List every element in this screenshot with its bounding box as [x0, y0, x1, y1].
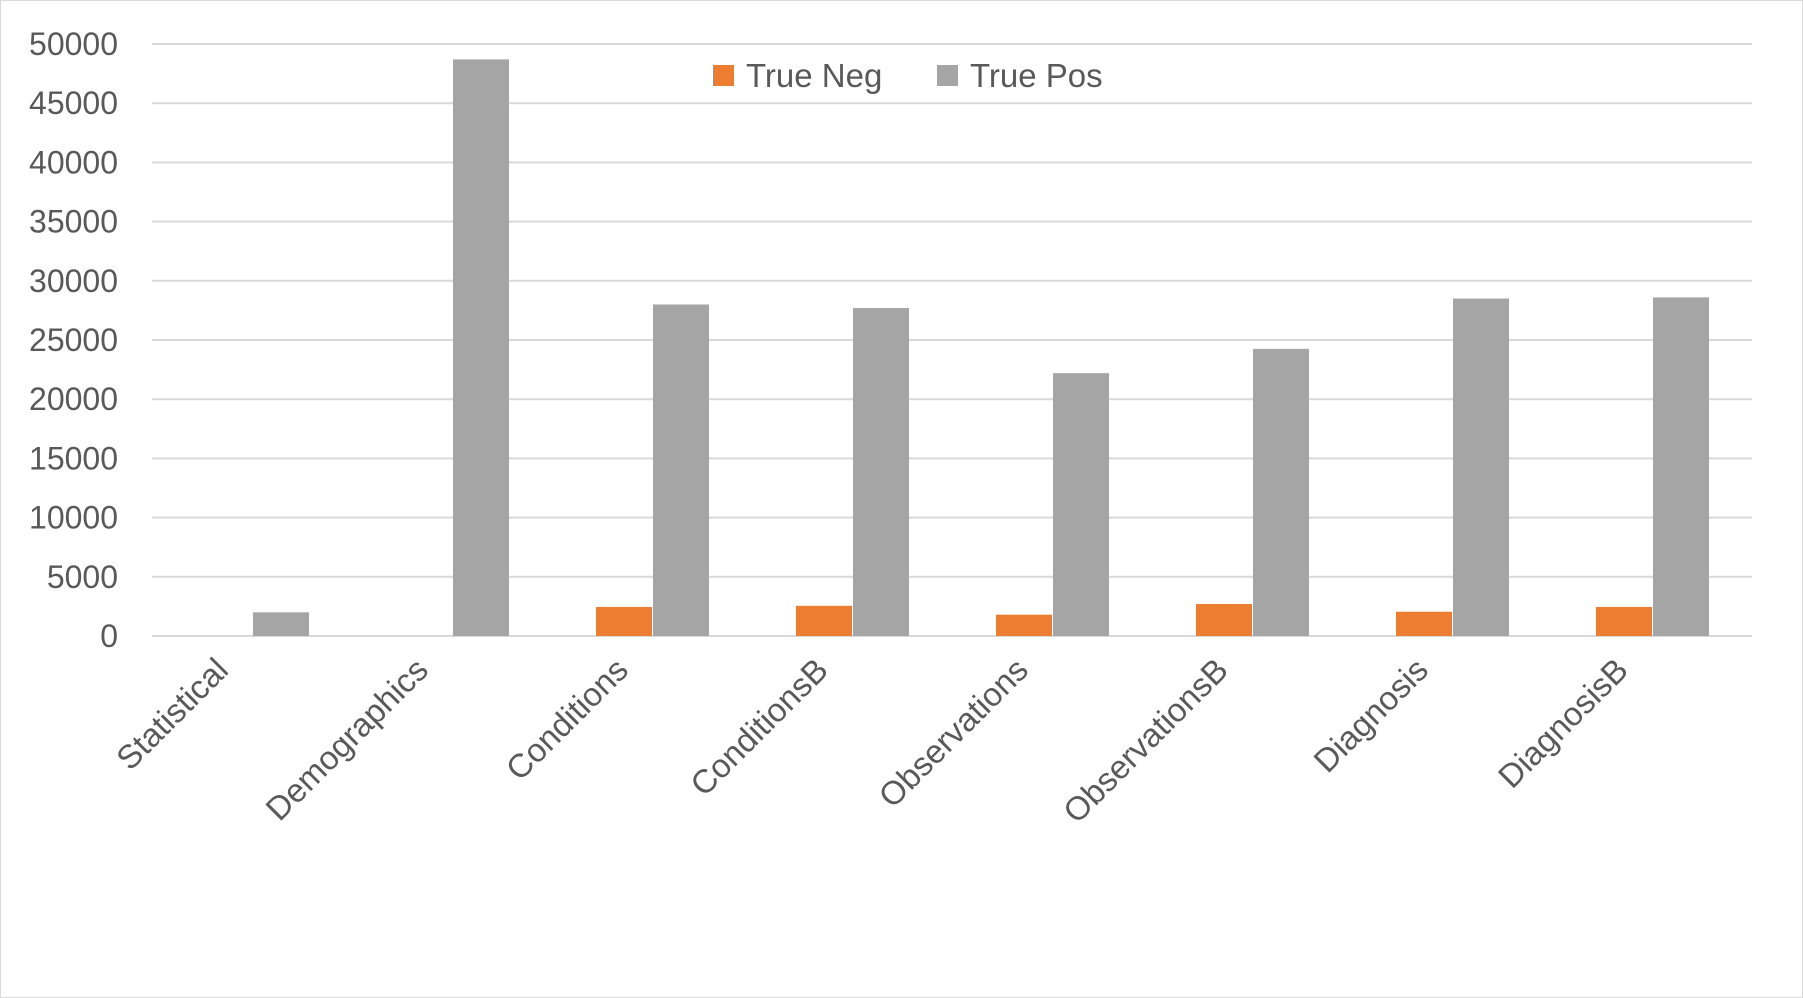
y-tick-label: 15000 [29, 440, 118, 476]
bar-true-pos-statistical [253, 612, 309, 636]
bar-true-pos-demographics [453, 59, 509, 637]
x-tick-label: Conditions [499, 651, 635, 787]
y-tick-label: 45000 [29, 85, 118, 121]
legend-label: True Neg [746, 57, 882, 94]
bar-true-neg-diagnosisb [1596, 606, 1652, 636]
x-tick-label: ConditionsB [683, 651, 835, 803]
legend-swatch-true-pos [937, 65, 958, 86]
y-tick-label: 0 [100, 618, 118, 654]
bar-true-pos-diagnosis [1453, 298, 1509, 636]
x-tick-label: Statistical [109, 651, 235, 777]
y-tick-label: 10000 [29, 500, 118, 536]
y-tick-label: 50000 [29, 26, 118, 62]
legend-label: True Pos [970, 57, 1103, 94]
bar-true-pos-diagnosisb [1653, 297, 1709, 636]
x-tick-label: ObservationsB [1056, 651, 1235, 830]
x-tick-label: Observations [871, 651, 1035, 815]
y-tick-label: 30000 [29, 263, 118, 299]
legend: True Neg True Pos [713, 57, 1103, 94]
x-tick-label: Demographics [258, 651, 435, 828]
bar-true-neg-diagnosis [1396, 611, 1452, 636]
y-axis-ticks: 0 5000 10000 15000 20000 25000 30000 35000 40000… [29, 26, 118, 654]
x-tick-label: DiagnosisB [1491, 651, 1635, 795]
bar-true-neg-observationsb [1196, 604, 1252, 636]
bars [253, 59, 1709, 637]
y-tick-label: 5000 [47, 559, 118, 595]
gridlines [152, 43, 1752, 637]
x-axis-labels: Statistical Demographics Conditions Conditi… [109, 651, 1635, 830]
bar-true-neg-conditions [596, 606, 652, 636]
y-tick-label: 40000 [29, 144, 118, 180]
y-tick-label: 35000 [29, 204, 118, 240]
bar-true-neg-observations [996, 614, 1052, 636]
bar-true-pos-observations [1053, 373, 1109, 636]
x-tick-label: Diagnosis [1306, 651, 1435, 780]
legend-swatch-true-neg [713, 65, 734, 86]
bar-true-pos-conditions [653, 304, 709, 636]
bar-true-pos-observationsb [1253, 348, 1309, 636]
y-tick-label: 20000 [29, 381, 118, 417]
bar-true-neg-conditionsb [796, 605, 852, 636]
bar-true-pos-conditionsb [853, 308, 909, 636]
y-tick-label: 25000 [29, 322, 118, 358]
